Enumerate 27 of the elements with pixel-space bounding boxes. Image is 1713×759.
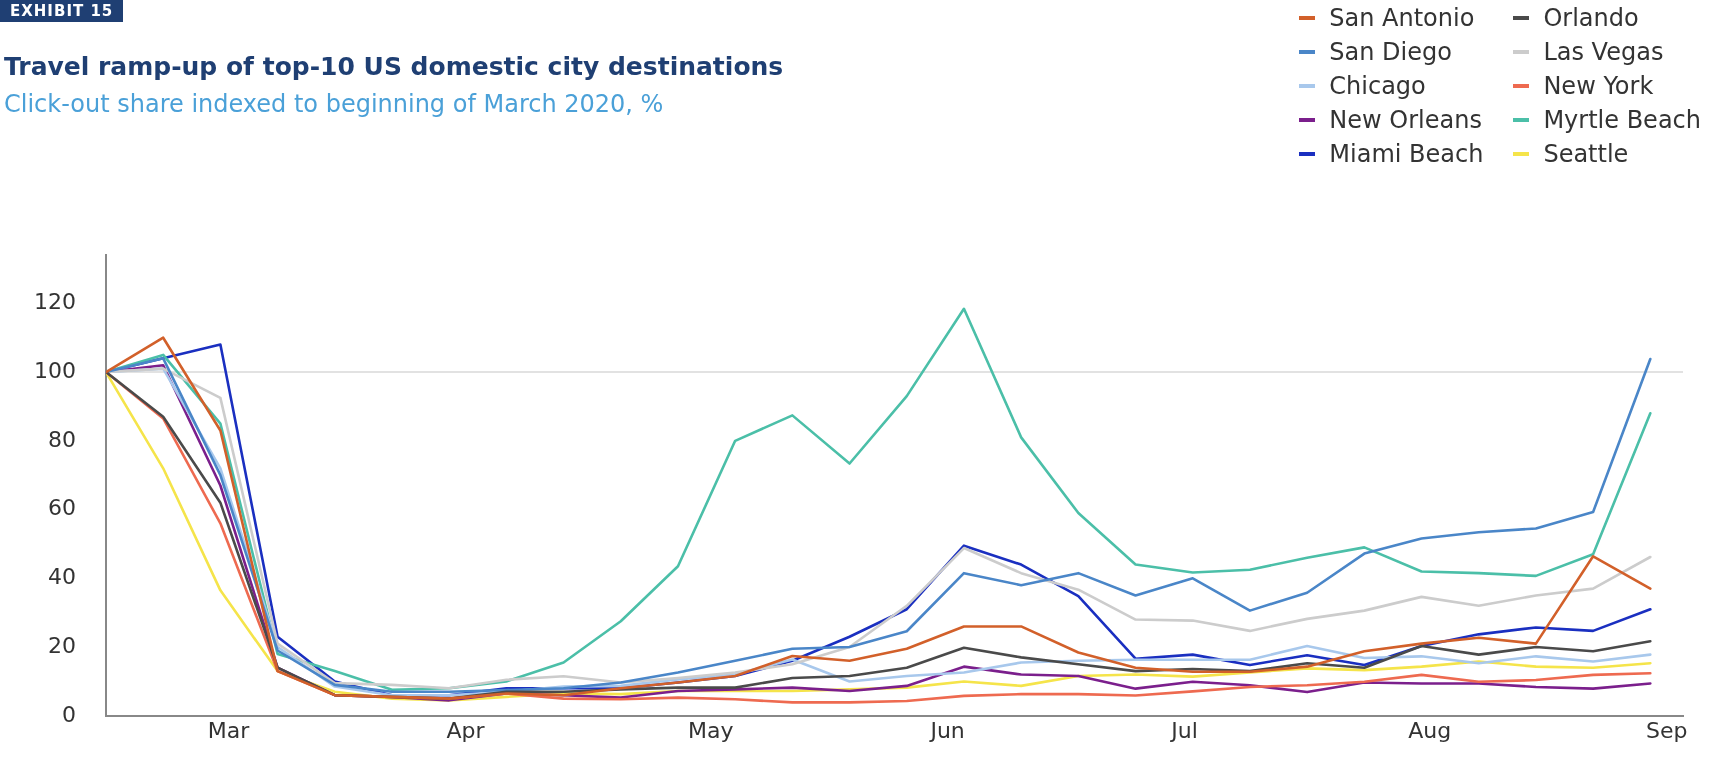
x-tick-label: Aug xyxy=(1408,717,1452,743)
legend-label: San Diego xyxy=(1329,38,1452,66)
x-tick-label: Apr xyxy=(446,717,486,743)
y-tick-label: 0 xyxy=(61,701,76,727)
y-tick-label: 40 xyxy=(47,564,76,590)
x-tick-label: Sep xyxy=(1645,717,1688,743)
chart-title: Travel ramp-up of top-10 US domestic city destinations xyxy=(4,52,784,81)
text: EXHIBIT 15 xyxy=(0,0,124,22)
x-tick-label: May xyxy=(687,717,734,743)
y-tick-label: 100 xyxy=(33,357,76,383)
legend-label: Seattle xyxy=(1543,140,1629,168)
legend-label: Miami Beach xyxy=(1329,140,1484,168)
legend-label: San Antonio xyxy=(1329,4,1475,32)
y-tick-label: 60 xyxy=(47,495,76,521)
x-tick-label: Jun xyxy=(928,717,965,743)
legend-label: Chicago xyxy=(1329,72,1426,100)
legend-label: Myrtle Beach xyxy=(1543,106,1701,134)
x-tick-label: Mar xyxy=(207,717,251,743)
chart-subtitle: Click-out share indexed to beginning of March 2020, % xyxy=(4,90,664,118)
x-tick-label: Jul xyxy=(1169,717,1198,743)
legend-label: Las Vegas xyxy=(1543,38,1664,66)
y-tick-label: 120 xyxy=(33,289,76,315)
legend-label: New York xyxy=(1543,72,1654,100)
legend-label: Orlando xyxy=(1543,4,1639,32)
y-tick-label: 80 xyxy=(47,426,76,452)
legend-label: New Orleans xyxy=(1329,106,1482,134)
y-tick-label: 20 xyxy=(47,632,76,658)
